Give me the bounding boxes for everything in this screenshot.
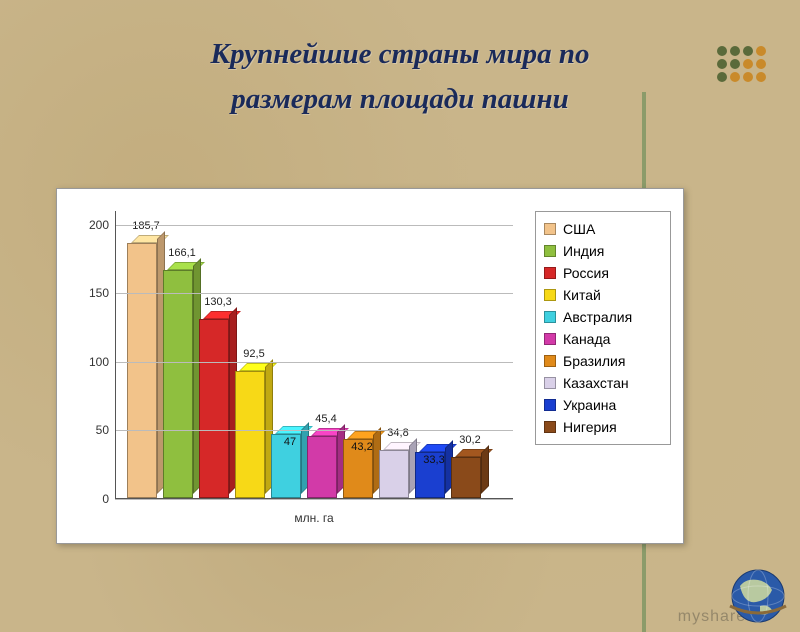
corner-decoration <box>717 46 766 82</box>
legend-label: Канада <box>563 331 610 347</box>
legend-item: Нигерия <box>544 416 662 438</box>
legend-label: Казахстан <box>563 375 629 391</box>
bar <box>451 457 481 498</box>
gridline <box>115 430 513 431</box>
x-axis-label: млн. га <box>294 511 333 525</box>
gridline <box>115 499 513 500</box>
chart-plot-area: 185,7 166,1 130,3 92,5 47 45,4 43,2 34,8 33,3 30,… <box>115 211 513 499</box>
globe-icon <box>726 562 790 626</box>
bar <box>163 270 193 498</box>
chart-container: 185,7 166,1 130,3 92,5 47 45,4 43,2 34,8 33,3 30,… <box>56 188 684 544</box>
bar <box>379 450 409 498</box>
bar-value-label: 130,3 <box>204 296 232 308</box>
legend-label: Украина <box>563 397 616 413</box>
bar-value-label: 185,7 <box>132 220 160 232</box>
bar <box>127 243 157 498</box>
bar-value-label: 166,1 <box>168 247 196 259</box>
legend-label: Индия <box>563 243 604 259</box>
legend-swatch <box>544 245 556 257</box>
legend-swatch <box>544 311 556 323</box>
legend-swatch <box>544 355 556 367</box>
legend-swatch <box>544 223 556 235</box>
bar-value-label: 33,3 <box>423 454 444 466</box>
bar <box>235 371 265 498</box>
bar-value-label: 43,2 <box>351 441 372 453</box>
slide-title: Крупнейшие страны мира по размерам площа… <box>80 32 720 122</box>
legend-item: Австралия <box>544 306 662 328</box>
legend-item: Россия <box>544 262 662 284</box>
legend-item: США <box>544 218 662 240</box>
legend-label: Россия <box>563 265 609 281</box>
y-tick-label: 0 <box>77 492 109 506</box>
bar <box>307 436 337 498</box>
legend-label: Китай <box>563 287 601 303</box>
legend-swatch <box>544 377 556 389</box>
legend-item: Бразилия <box>544 350 662 372</box>
title-line-2: размерам площади пашни <box>231 83 568 115</box>
y-tick-label: 150 <box>77 286 109 300</box>
legend-swatch <box>544 399 556 411</box>
legend-item: Украина <box>544 394 662 416</box>
bar-value-label: 30,2 <box>459 434 480 446</box>
bar <box>199 319 229 498</box>
gridline <box>115 225 513 226</box>
legend-label: Бразилия <box>563 353 625 369</box>
y-tick-label: 100 <box>77 355 109 369</box>
bar-value-label: 45,4 <box>315 413 336 425</box>
y-tick-label: 50 <box>77 423 109 437</box>
legend-label: США <box>563 221 595 237</box>
x-axis <box>115 498 513 499</box>
legend-item: Канада <box>544 328 662 350</box>
legend-label: Нигерия <box>563 419 617 435</box>
bar-value-label: 92,5 <box>243 348 264 360</box>
gridline <box>115 293 513 294</box>
title-line-1: Крупнейшие страны мира по <box>210 38 589 70</box>
bars-layer: 185,7 166,1 130,3 92,5 47 45,4 43,2 34,8 33,3 30,… <box>115 210 513 498</box>
legend-item: Китай <box>544 284 662 306</box>
legend-swatch <box>544 421 556 433</box>
legend-swatch <box>544 267 556 279</box>
bar-value-label: 47 <box>284 436 296 448</box>
y-axis <box>115 211 116 499</box>
y-tick-label: 200 <box>77 218 109 232</box>
bar-value-label: 34,8 <box>387 427 408 439</box>
legend-label: Австралия <box>563 309 632 325</box>
gridline <box>115 362 513 363</box>
legend-swatch <box>544 333 556 345</box>
chart-legend: США Индия Россия Китай Австралия Канада Бразил… <box>535 211 671 445</box>
legend-item: Казахстан <box>544 372 662 394</box>
legend-swatch <box>544 289 556 301</box>
legend-item: Индия <box>544 240 662 262</box>
